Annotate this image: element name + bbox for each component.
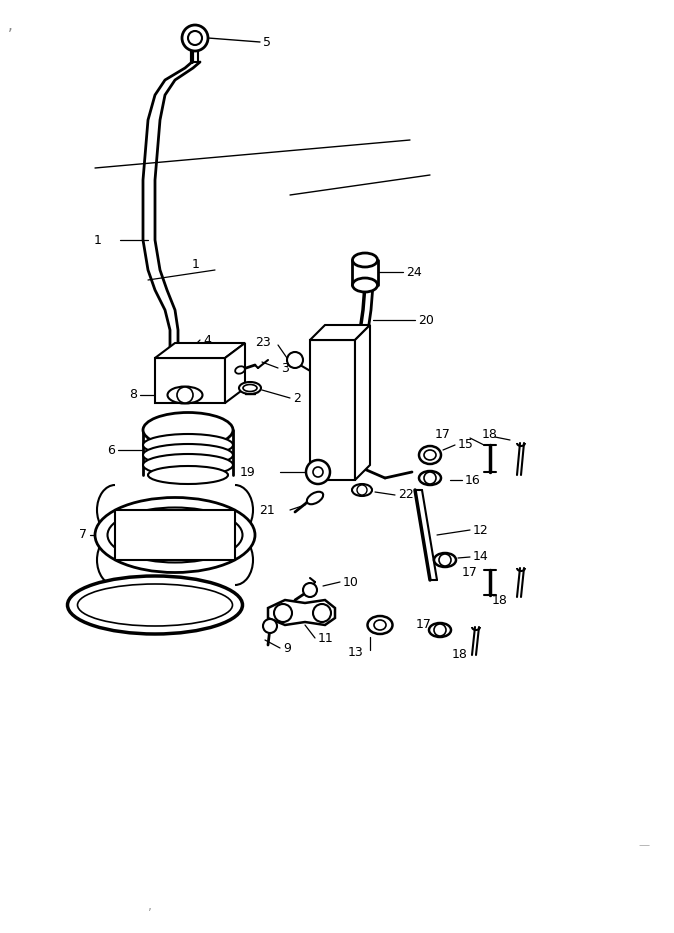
Circle shape: [303, 583, 317, 597]
Circle shape: [182, 25, 208, 51]
Circle shape: [424, 472, 436, 484]
Ellipse shape: [353, 278, 377, 292]
Ellipse shape: [424, 450, 436, 460]
Ellipse shape: [434, 553, 456, 567]
Ellipse shape: [419, 446, 441, 464]
Circle shape: [313, 604, 331, 622]
Text: 17: 17: [435, 428, 451, 441]
Ellipse shape: [143, 444, 233, 466]
Text: 1: 1: [94, 233, 102, 246]
Text: 4: 4: [203, 333, 211, 346]
Text: 21: 21: [259, 504, 275, 517]
Circle shape: [439, 554, 451, 566]
Text: 9: 9: [283, 642, 291, 655]
Text: ,: ,: [8, 18, 13, 33]
Text: 22: 22: [398, 489, 414, 502]
Text: 8: 8: [129, 388, 137, 401]
Ellipse shape: [168, 386, 202, 403]
Circle shape: [188, 31, 202, 45]
Text: 12: 12: [473, 523, 489, 536]
Polygon shape: [155, 343, 245, 358]
Polygon shape: [155, 358, 225, 403]
Text: 1: 1: [192, 258, 200, 272]
Circle shape: [313, 467, 323, 477]
Ellipse shape: [367, 616, 392, 634]
Text: 10: 10: [343, 576, 359, 589]
Ellipse shape: [429, 623, 451, 637]
Ellipse shape: [353, 253, 377, 267]
Ellipse shape: [374, 620, 386, 630]
Text: 7: 7: [79, 528, 87, 541]
Circle shape: [306, 460, 330, 484]
Text: —: —: [638, 840, 649, 850]
Ellipse shape: [243, 384, 257, 392]
Ellipse shape: [419, 471, 441, 485]
Ellipse shape: [143, 412, 233, 448]
Circle shape: [357, 485, 367, 495]
Text: 15: 15: [458, 439, 474, 452]
Text: 14: 14: [473, 550, 489, 564]
Circle shape: [263, 619, 277, 633]
Text: 2: 2: [293, 392, 301, 405]
Ellipse shape: [143, 434, 233, 456]
Text: 18: 18: [492, 593, 508, 606]
Text: ,: ,: [148, 900, 152, 913]
Text: 18: 18: [482, 428, 498, 441]
Text: 17: 17: [462, 565, 478, 578]
Text: 19: 19: [239, 466, 255, 479]
Ellipse shape: [148, 466, 228, 484]
Ellipse shape: [107, 508, 243, 563]
Circle shape: [274, 604, 292, 622]
Ellipse shape: [307, 492, 324, 504]
Text: 20: 20: [418, 313, 434, 327]
Polygon shape: [225, 343, 245, 403]
Ellipse shape: [352, 484, 372, 496]
Circle shape: [287, 352, 303, 368]
Text: 18: 18: [452, 648, 468, 661]
Ellipse shape: [67, 576, 243, 634]
Text: 11: 11: [318, 632, 334, 645]
Polygon shape: [310, 325, 370, 340]
Circle shape: [177, 387, 193, 403]
Ellipse shape: [239, 382, 261, 394]
Polygon shape: [310, 340, 355, 480]
Text: 13: 13: [347, 647, 363, 660]
Text: 6: 6: [107, 443, 115, 456]
Polygon shape: [115, 510, 235, 560]
Text: 17: 17: [416, 619, 432, 632]
Text: 16: 16: [465, 474, 481, 486]
Text: 3: 3: [281, 361, 289, 374]
Ellipse shape: [95, 497, 255, 573]
Ellipse shape: [143, 454, 233, 476]
Circle shape: [434, 624, 446, 636]
Ellipse shape: [235, 367, 245, 374]
Ellipse shape: [78, 584, 233, 626]
Polygon shape: [355, 325, 370, 480]
Text: 23: 23: [255, 336, 271, 349]
Text: 24: 24: [406, 266, 422, 278]
Text: 5: 5: [263, 35, 271, 49]
Polygon shape: [268, 600, 335, 625]
